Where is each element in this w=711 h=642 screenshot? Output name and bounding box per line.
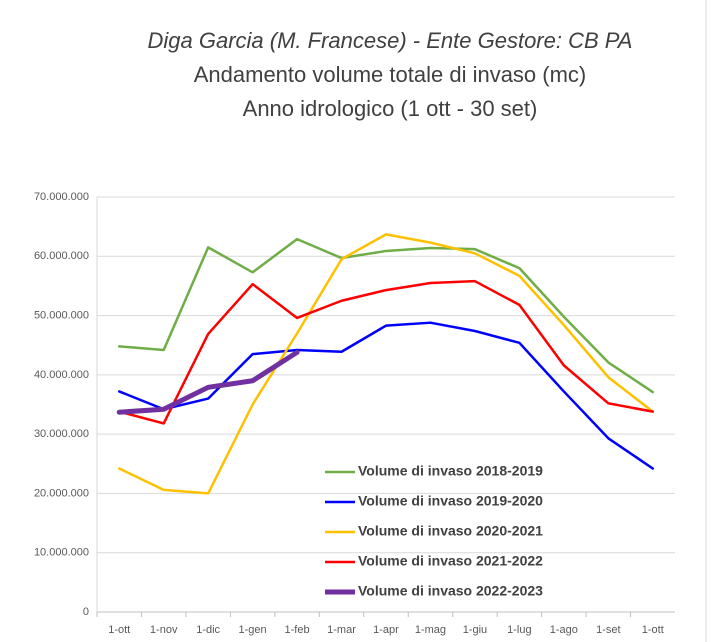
y-tick-label: 20.000.000	[34, 487, 89, 499]
legend-label: Volume di invaso 2019-2020	[358, 493, 543, 509]
x-tick-label: 1-dic	[196, 624, 220, 636]
chart-subtitle: Anno idrologico (1 ott - 30 set)	[243, 96, 538, 121]
x-tick-label: 1-ott	[642, 624, 664, 636]
x-tick-label: 1-mar	[327, 624, 356, 636]
y-tick-label: 0	[83, 606, 89, 618]
x-tick-label: 1-set	[596, 624, 620, 636]
legend-label: Volume di invaso 2018-2019	[358, 463, 543, 479]
series-line	[116, 349, 300, 415]
y-tick-label: 70.000.000	[34, 191, 89, 203]
y-tick-label: 10.000.000	[34, 547, 89, 559]
legend-label: Volume di invaso 2022-2023	[358, 583, 543, 599]
series-line	[117, 237, 655, 394]
x-tick-label: 1-nov	[150, 624, 178, 636]
x-tick-label: 1-giu	[463, 624, 487, 636]
y-tick-label: 50.000.000	[34, 309, 89, 321]
y-tick-label: 60.000.000	[34, 250, 89, 262]
chart-subtitle: Andamento volume totale di invaso (mc)	[194, 62, 587, 87]
series-line	[117, 321, 655, 470]
x-tick-label: 1-mag	[415, 624, 446, 636]
x-tick-label: 1-feb	[285, 624, 310, 636]
x-tick-label: 1-gen	[239, 624, 267, 636]
x-tick-label: 1-ago	[550, 624, 578, 636]
chart-title: Diga Garcia (M. Francese) - Ente Gestore…	[148, 28, 633, 53]
series-line	[117, 279, 655, 425]
y-tick-label: 30.000.000	[34, 428, 89, 440]
x-tick-label: 1-ott	[108, 624, 130, 636]
y-tick-label: 40.000.000	[34, 369, 89, 381]
series-line	[117, 233, 655, 495]
legend-label: Volume di invaso 2021-2022	[358, 553, 543, 569]
x-tick-label: 1-apr	[373, 624, 399, 636]
x-tick-label: 1-lug	[507, 624, 531, 636]
legend-label: Volume di invaso 2020-2021	[358, 523, 543, 539]
